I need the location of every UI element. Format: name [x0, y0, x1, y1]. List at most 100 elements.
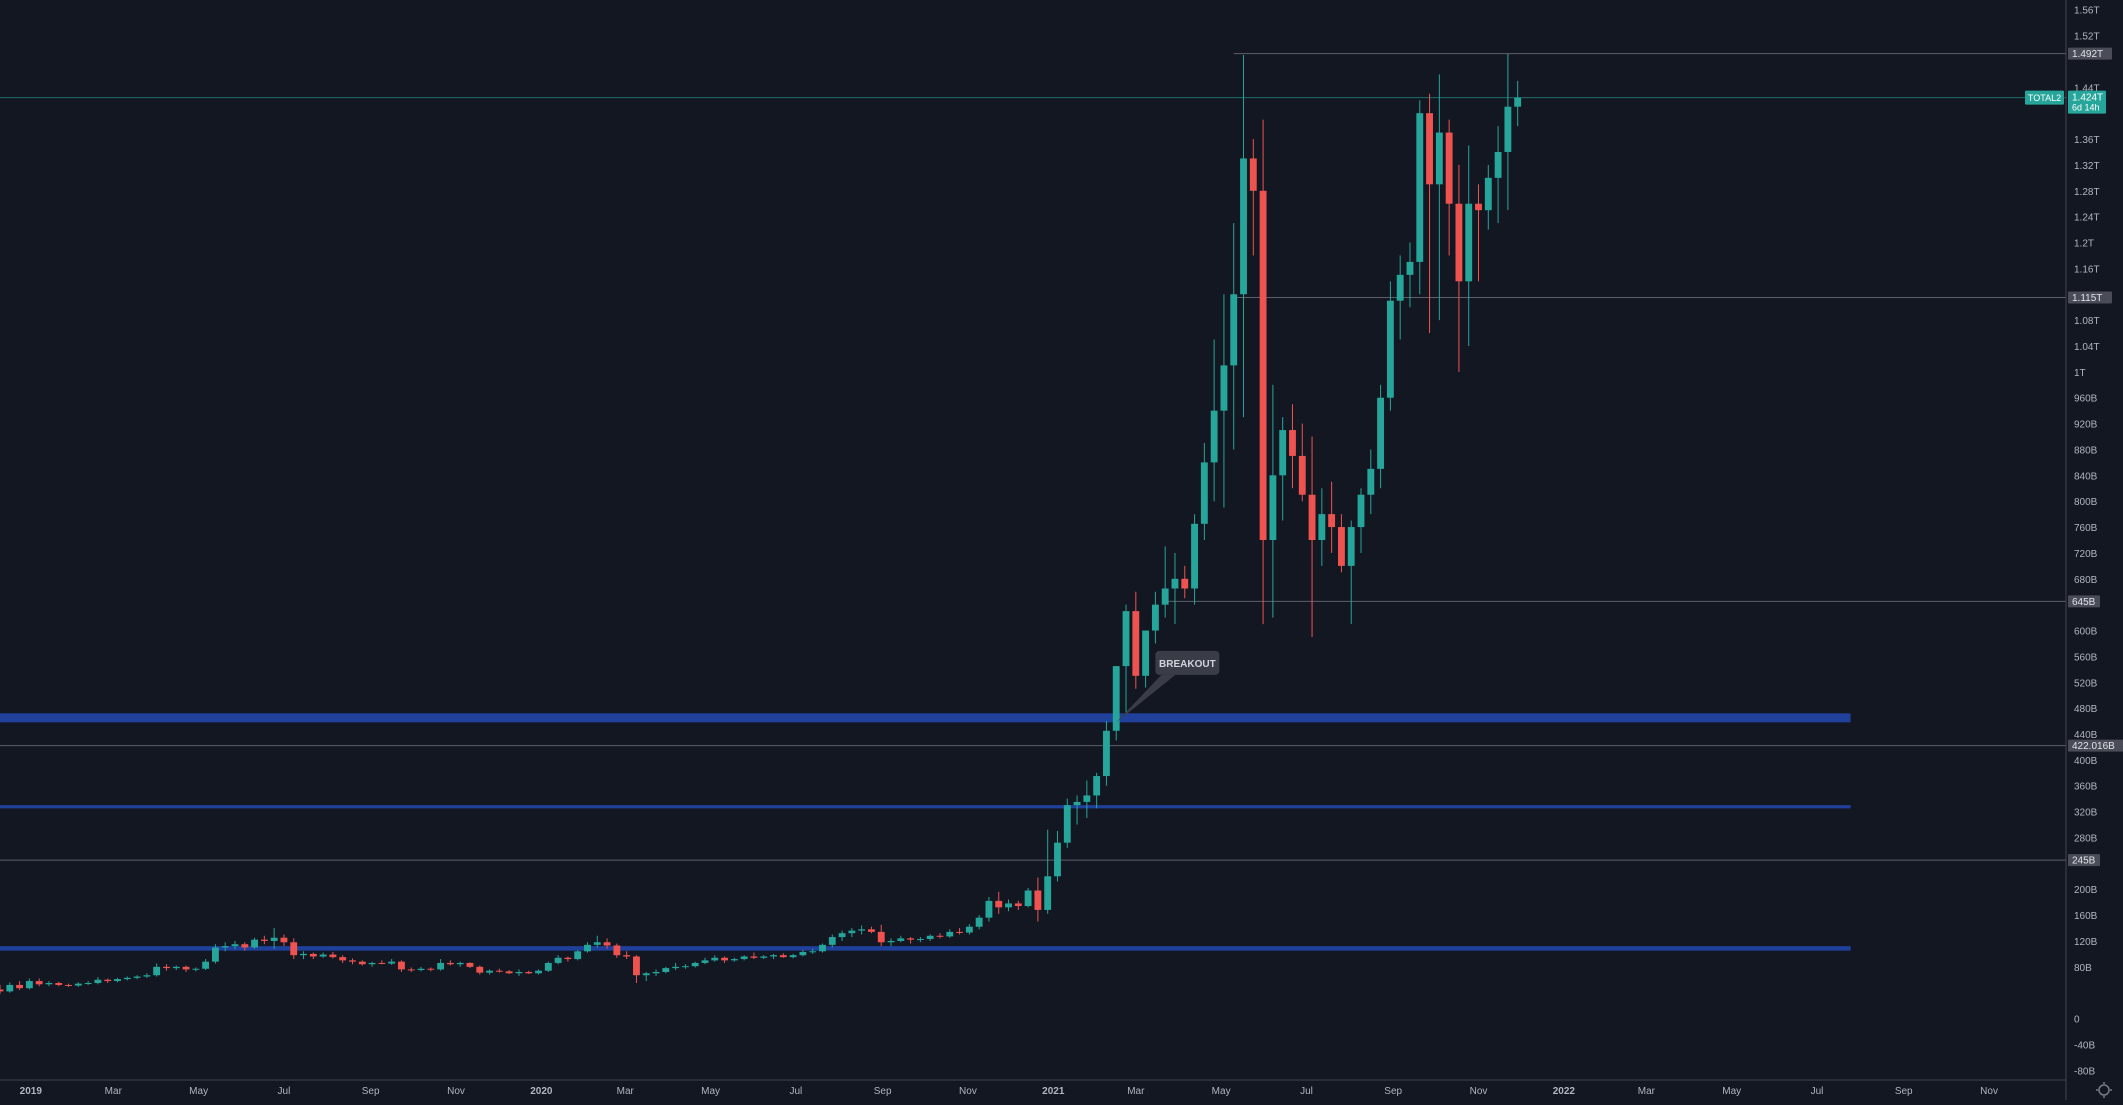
candle-body: [858, 929, 866, 931]
candle: [799, 950, 807, 957]
time-axis[interactable]: 2019 Mar May Jul Sep Nov 2020 Mar May Jul Sep Nov 20…: [0, 1079, 2066, 1097]
candle-body: [1357, 494, 1365, 528]
candle-body: [730, 959, 738, 961]
candle-body: [388, 961, 396, 964]
candle-body: [446, 962, 454, 965]
time-tick-label: Sep: [1895, 1086, 1913, 1097]
time-tick-label: Mar: [617, 1086, 635, 1097]
candle: [1112, 666, 1120, 741]
price-tick-label: 1.08T: [2074, 316, 2100, 327]
candle: [221, 942, 229, 952]
candle: [593, 935, 601, 948]
candle-body: [1073, 801, 1081, 806]
candle: [1386, 281, 1394, 411]
chart-settings-icon[interactable]: [2096, 1082, 2112, 1098]
price-tick-label: -40B: [2074, 1040, 2095, 1051]
candle: [1044, 829, 1052, 914]
candle-body: [799, 951, 807, 956]
time-tick-label: Sep: [874, 1086, 892, 1097]
candle: [446, 960, 454, 966]
time-tick-label: Nov: [959, 1086, 977, 1097]
price-tick-label: 280B: [2074, 833, 2098, 844]
candle: [789, 953, 797, 959]
time-tick-label: Mar: [1638, 1086, 1656, 1097]
candle: [319, 952, 327, 958]
level-price-tag: 1.492T: [2068, 47, 2112, 60]
candle-body: [260, 939, 268, 941]
candle: [672, 962, 680, 971]
candle: [584, 942, 591, 953]
candle-body: [525, 972, 533, 974]
candle: [887, 938, 895, 947]
candle-body: [1112, 666, 1120, 731]
candle: [1240, 54, 1247, 418]
candle: [476, 965, 484, 975]
candle-body: [838, 933, 846, 938]
candle: [544, 961, 552, 972]
candle-body: [564, 957, 572, 960]
candle: [848, 928, 856, 938]
candle-body: [1386, 300, 1394, 398]
candle-body: [6, 984, 14, 992]
candle-body: [25, 981, 33, 989]
candle: [574, 950, 582, 961]
callout-pointer: [1116, 674, 1176, 723]
candle-body: [1338, 527, 1345, 566]
candle: [838, 930, 846, 941]
candle-body: [202, 961, 210, 969]
level-tag-bg: [2068, 47, 2112, 60]
candle-body: [280, 937, 288, 943]
time-tick-label: May: [1722, 1086, 1741, 1097]
candle-body: [711, 957, 719, 961]
candle: [1093, 772, 1101, 809]
candle: [1034, 877, 1042, 922]
candle-body: [339, 957, 347, 961]
price-tick-label: 80B: [2074, 963, 2092, 974]
candle-body: [1475, 203, 1482, 211]
candle-body: [163, 966, 170, 969]
candle-body: [691, 962, 699, 967]
callout-box: [1155, 650, 1220, 675]
price-tick-label: 360B: [2074, 782, 2098, 793]
time-tick-label: 2022: [1553, 1086, 1576, 1097]
price-axis[interactable]: 1.56T 1.52T 1.44T 1.36T 1.32T 1.28T 1.24T 1.2T 1…: [2065, 0, 2100, 1100]
candle-body: [1181, 578, 1189, 589]
candle: [309, 952, 317, 960]
candle-body: [1465, 203, 1473, 282]
candle-body: [1435, 132, 1443, 185]
candle: [1416, 100, 1424, 295]
candle: [721, 956, 728, 963]
candle: [358, 960, 366, 966]
candle: [525, 970, 533, 974]
candle-body: [104, 979, 112, 982]
candle-body: [877, 931, 885, 943]
candle: [270, 928, 278, 949]
candle: [1514, 80, 1522, 127]
candle-body: [926, 935, 934, 940]
candle-body: [1445, 132, 1453, 204]
time-tick-label: 2021: [1042, 1086, 1065, 1097]
candle-body: [828, 937, 836, 945]
candle: [260, 935, 268, 945]
candle-body: [1279, 430, 1287, 476]
candle: [1426, 93, 1433, 334]
candle: [691, 961, 699, 968]
price-tick-label: 520B: [2074, 678, 2098, 689]
candle: [662, 966, 670, 974]
candle: [251, 937, 259, 949]
candle: [143, 973, 151, 978]
candle-body: [65, 984, 72, 986]
time-tick-label: Mar: [1127, 1086, 1145, 1097]
candle-body: [1220, 365, 1228, 411]
level-tag-label: 422.016B: [2072, 741, 2115, 752]
time-tick-label: Nov: [447, 1086, 465, 1097]
time-tick-label: Sep: [1384, 1086, 1402, 1097]
candle-body: [1308, 494, 1316, 540]
candle-body: [192, 968, 200, 970]
time-tick-label: May: [1212, 1086, 1231, 1097]
candle-body: [672, 966, 680, 969]
candle: [1504, 53, 1512, 211]
price-tick-label: 440B: [2074, 730, 2098, 741]
